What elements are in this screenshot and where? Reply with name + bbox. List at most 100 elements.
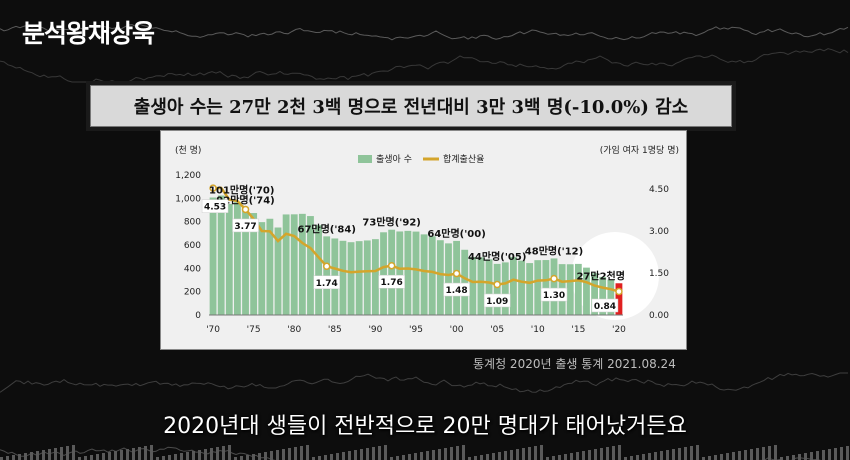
birth-count-bar: [388, 229, 396, 315]
fertility-rate-badge-box: [483, 293, 511, 308]
volume-bar: [258, 453, 261, 460]
volume-bar: [144, 446, 147, 460]
volume-bar: [60, 447, 63, 460]
birth-count-bar: [485, 259, 493, 315]
volume-bar: [120, 450, 123, 460]
birth-count-bar: [436, 240, 444, 315]
highlighted-bar-2020: [615, 283, 623, 315]
x-tick-label: '05: [490, 325, 504, 335]
headline-text: 출생아 수는 27만 2천 3백 명으로 전년대비 3만 3백 명(-10.0%…: [133, 97, 689, 118]
volume-bar: [24, 453, 27, 460]
birth-count-bar: [453, 240, 460, 315]
birth-count-bar: [550, 258, 558, 315]
left-axis-unit: (천 명): [175, 145, 201, 156]
right-y-tick: 4.50: [649, 185, 669, 195]
volume-bar: [798, 454, 801, 460]
fertility-rate-point: [615, 287, 623, 296]
volume-bar: [156, 457, 159, 460]
right-y-tick: 3.00: [649, 227, 669, 237]
volume-bar: [846, 446, 849, 460]
volume-bar: [384, 445, 387, 460]
volume-bar: [624, 457, 627, 460]
fertility-rate-badge: 4.53: [201, 199, 229, 213]
right-y-tick: 0.00: [649, 311, 669, 321]
volume-bar: [570, 453, 573, 460]
fertility-rate-badge: 0.84: [591, 298, 619, 313]
left-y-tick: 800: [184, 218, 201, 228]
fertility-rate-badge-box: [201, 199, 229, 213]
volume-bar: [474, 456, 477, 460]
volume-bar: [690, 446, 693, 460]
volume-bar: [792, 455, 795, 460]
chart-panel: (천 명) (가임 여자 1명당 명) 0 200 400 600 800 1,000 1,20…: [160, 130, 687, 350]
birth-count-bar: [290, 214, 298, 315]
fertility-rate-badge-box: [232, 218, 259, 233]
volume-bar: [6, 456, 9, 460]
birth-count-label: 92만명('74): [216, 193, 274, 206]
volume-bar: [546, 457, 549, 460]
volume-bar: [552, 456, 555, 460]
birth-count-bar: [583, 267, 590, 315]
volume-bar: [708, 456, 711, 460]
volume-bar: [36, 451, 39, 460]
volume-bar: [594, 449, 597, 460]
stock-trend-line: [0, 48, 849, 83]
volume-bar: [180, 453, 183, 460]
volume-bar: [534, 446, 537, 460]
fertility-rate-badge: 1.30: [540, 287, 568, 302]
fertility-rate-value: 4.53: [204, 203, 226, 213]
left-y-tick: 1,000: [175, 194, 201, 204]
birth-count-label: 73만명('92): [362, 216, 420, 229]
volume-bar: [510, 450, 513, 460]
volume-bar: [318, 456, 321, 460]
volume-bar: [678, 448, 681, 460]
volume-bar: [42, 450, 45, 460]
volume-bar: [48, 449, 51, 460]
birth-count-bar: [347, 242, 355, 315]
volume-bar: [138, 447, 141, 460]
birth-count-label: 44만명('05): [468, 250, 526, 263]
volume-bar: [492, 453, 495, 460]
birth-count-label: 101만명('70): [209, 184, 274, 197]
volume-bar: [360, 449, 363, 460]
left-y-tick: 200: [184, 288, 201, 298]
volume-bar: [192, 451, 195, 460]
volume-bar: [738, 451, 741, 460]
birth-count-bar: [542, 260, 550, 315]
fertility-rate-point: [452, 269, 461, 278]
fertility-rate-value: 1.74: [316, 279, 338, 289]
volume-bar: [582, 451, 585, 460]
birth-count-bar: [298, 213, 306, 315]
video-subtitle: 2020년대 생들이 전반적으로 20만 명대가 태어났거든요: [163, 414, 687, 439]
birth-count-bar: [225, 203, 233, 315]
volume-bar: [768, 446, 771, 460]
volume-bar: [414, 453, 417, 460]
birth-count-bar: [420, 234, 428, 315]
volume-bar: [822, 450, 825, 460]
volume-bar: [78, 457, 81, 460]
fertility-rate-badge-box: [443, 282, 470, 297]
volume-bar: [576, 452, 579, 460]
volume-bar: [426, 451, 429, 460]
left-y-tick: 1,200: [175, 171, 201, 181]
volume-bar: [402, 455, 405, 460]
stock-trend-line: [0, 372, 848, 393]
birth-count-bar: [469, 257, 477, 315]
volume-bar: [150, 445, 153, 460]
legend-bar-swatch: [358, 155, 372, 163]
birth-count-bar: [363, 240, 371, 315]
birth-count-bar: [315, 225, 322, 315]
volume-bar: [396, 456, 399, 460]
volume-bar: [606, 447, 609, 460]
volume-bar: [84, 456, 87, 460]
birth-count-bar: [428, 236, 436, 315]
left-y-tick: 0: [195, 311, 201, 321]
volume-bar: [342, 452, 345, 460]
fertility-rate-point: [550, 274, 558, 283]
x-tick-label: '80: [287, 325, 301, 335]
volume-bar: [96, 454, 99, 460]
volume-bar: [462, 445, 465, 460]
birth-count-bar: [493, 263, 501, 315]
volume-bar: [282, 449, 285, 460]
